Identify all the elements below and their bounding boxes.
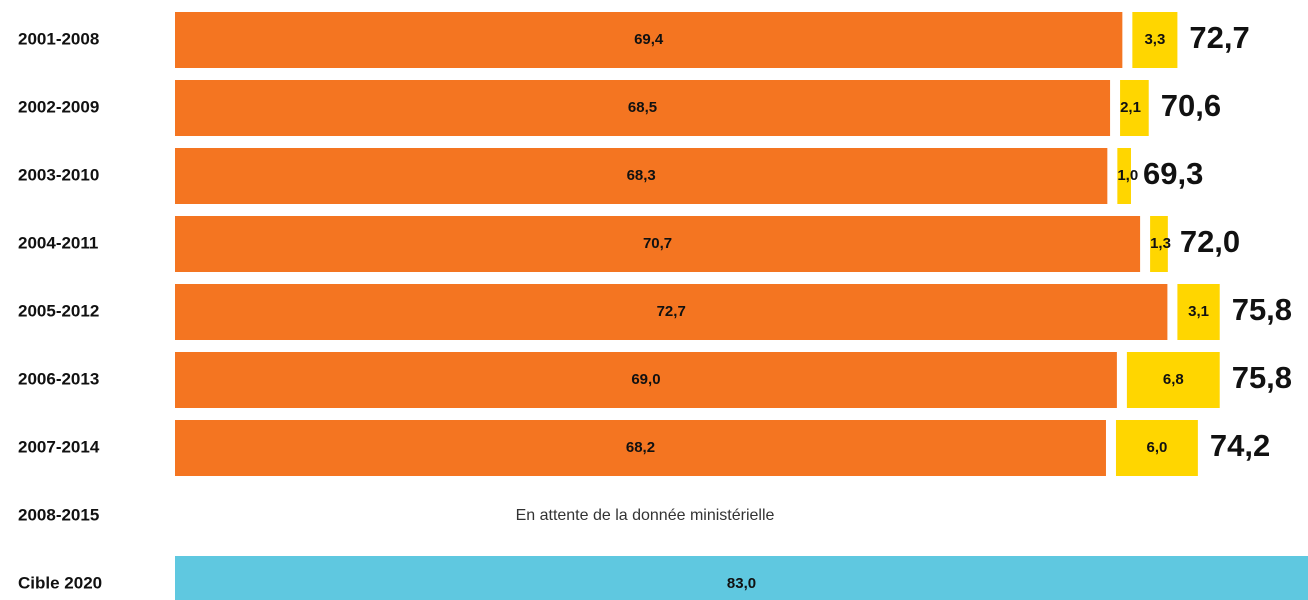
bar-segment	[175, 556, 1308, 600]
value-label: 68,2	[626, 439, 655, 456]
category-label: Cible 2020	[18, 573, 102, 592]
bar-segment	[175, 80, 1111, 136]
category-label: 2005-2012	[18, 301, 99, 320]
total-label: 69,3	[1143, 156, 1203, 191]
bar-segment	[1177, 284, 1220, 340]
total-label: 75,8	[1232, 360, 1292, 395]
value-label: 68,3	[627, 167, 656, 184]
value-label: 69,4	[634, 31, 664, 48]
value-label: 1,3	[1150, 235, 1171, 252]
value-label: 3,3	[1144, 31, 1165, 48]
value-label: 6,0	[1146, 439, 1167, 456]
value-label: 6,8	[1163, 371, 1184, 388]
value-label: 83,0	[727, 575, 756, 592]
annotation: En attente de la donnée ministérielle	[516, 507, 775, 524]
category-label: 2008-2015	[18, 505, 99, 524]
bar-segment	[175, 12, 1123, 68]
bar-segment	[1132, 12, 1178, 68]
category-label: 2001-2008	[18, 29, 99, 48]
category-label: 2004-2011	[18, 233, 98, 252]
total-label: 72,7	[1189, 20, 1249, 55]
value-label: 69,0	[631, 371, 660, 388]
bar-segment	[175, 216, 1141, 272]
bar-segment	[175, 284, 1168, 340]
value-label: 2,1	[1120, 99, 1141, 116]
value-label: 70,7	[643, 235, 672, 252]
value-label: 72,7	[657, 303, 686, 320]
bar-segment	[175, 148, 1108, 204]
total-label: 74,2	[1210, 428, 1270, 463]
total-label: 75,8	[1232, 292, 1292, 327]
total-label: 72,0	[1180, 224, 1240, 259]
bar-segment	[1126, 352, 1220, 408]
bar-segment	[1117, 148, 1131, 204]
value-label: 68,5	[628, 99, 657, 116]
category-label: 2006-2013	[18, 369, 99, 388]
bar-segment	[1150, 216, 1168, 272]
value-label: 1,0	[1117, 167, 1138, 184]
bar-segment	[175, 352, 1117, 408]
bar-segment	[1115, 420, 1198, 476]
bar-segment	[175, 420, 1106, 476]
bar-segment	[1120, 80, 1149, 136]
total-label: 70,6	[1161, 88, 1221, 123]
category-label: 2003-2010	[18, 165, 99, 184]
value-label: 3,1	[1188, 303, 1209, 320]
category-label: 2002-2009	[18, 97, 99, 116]
category-label: 2007-2014	[18, 437, 100, 456]
